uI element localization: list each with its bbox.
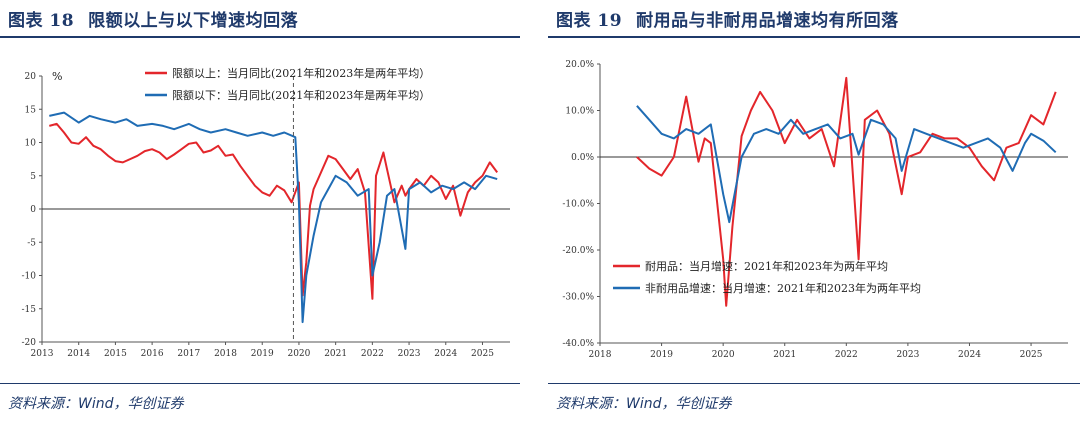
x-tick-label: 2019 [650, 350, 673, 360]
x-tick-label: 2021 [773, 350, 796, 360]
y-tick-label: -10 [22, 272, 37, 282]
x-tick-label: 2021 [324, 349, 347, 359]
y-tick-label: 20 [25, 72, 37, 82]
y-tick-label: -30.0% [562, 293, 594, 303]
y-tick-label: -40.0% [562, 339, 594, 349]
x-tick-label: 2024 [958, 350, 981, 360]
figure-title: 图表 18 限额以上与以下增速均回落 [8, 6, 298, 31]
legend-label-1: 耐用品：当月增速：2021年和2023年为两年平均 [645, 259, 888, 273]
unit-label: % [52, 70, 62, 83]
figure-number: 图表 18 [8, 11, 75, 31]
y-tick-label: 0.0% [571, 153, 594, 163]
chart-panel-left: 图表 18 限额以上与以下增速均回落 20 15 10 5 0 -5 -10 -15 -20 201… [0, 0, 520, 421]
series-line-1 [49, 122, 499, 300]
title-rule [548, 36, 1080, 38]
x-tick-label: 2020 [712, 350, 735, 360]
x-tick-label: 2023 [398, 349, 421, 359]
x-tick-label: 2025 [1020, 350, 1043, 360]
series-line-2 [49, 111, 498, 324]
legend-label-2: 限额以下：当月同比(2021年和2023年是两年平均） [172, 88, 430, 102]
x-tick-label: 2022 [361, 349, 384, 359]
figure-caption: 耐用品与非耐用品增速均有所回落 [636, 11, 899, 31]
x-tick-label: 2015 [104, 349, 127, 359]
x-tick-label: 2023 [896, 350, 919, 360]
y-tick-label: -10.0% [562, 200, 594, 210]
figure-caption: 限额以上与以下增速均回落 [88, 11, 299, 31]
source-note: 资料来源：Wind，华创证券 [8, 396, 184, 412]
x-tick-label: 2013 [31, 349, 54, 359]
y-tick-label: 10.0% [565, 107, 594, 117]
source-rule [0, 383, 520, 384]
y-tick-label: -5 [27, 238, 36, 248]
x-tick-label: 2025 [471, 349, 494, 359]
chart-panel-right: 图表 19 耐用品与非耐用品增速均有所回落 20.0% 10.0% 0.0% -10.0… [548, 0, 1080, 421]
x-tick-label: 2020 [287, 349, 310, 359]
figure-title: 图表 19 耐用品与非耐用品增速均有所回落 [556, 6, 899, 31]
x-tick-label: 2024 [434, 349, 457, 359]
y-tick-label: 15 [25, 105, 37, 115]
y-tick-label: -20.0% [562, 246, 594, 256]
y-tick-label: -15 [22, 305, 37, 315]
x-tick-label: 2018 [214, 349, 237, 359]
y-tick-label: 0 [30, 205, 36, 215]
title-rule [0, 36, 520, 38]
series-line-2 [636, 105, 1057, 224]
source-rule [548, 383, 1080, 384]
y-tick-label: 5 [30, 172, 36, 182]
x-tick-label: 2014 [67, 349, 90, 359]
y-tick-label: 10 [25, 139, 37, 149]
x-tick-label: 2016 [141, 349, 164, 359]
figure-number: 图表 19 [556, 11, 623, 31]
y-tick-label: -20 [22, 338, 37, 348]
x-tick-label: 2019 [251, 349, 274, 359]
series-line-1 [636, 76, 1057, 307]
legend-label-2: 非耐用品增速：当月增速：2021年和2023年为两年平均 [645, 281, 921, 295]
line-chart-right: 20.0%10.0%0.0%-10.0%-20.0%-30.0%-40.0%20… [562, 60, 1068, 360]
x-tick-label: 2017 [177, 349, 200, 359]
y-tick-label: 20.0% [565, 60, 594, 70]
legend-label-1: 限额以上：当月同比(2021年和2023年是两年平均） [172, 66, 430, 80]
x-tick-label: 2018 [589, 350, 612, 360]
source-note: 资料来源：Wind，华创证券 [556, 396, 732, 412]
x-tick-label: 2022 [835, 350, 858, 360]
